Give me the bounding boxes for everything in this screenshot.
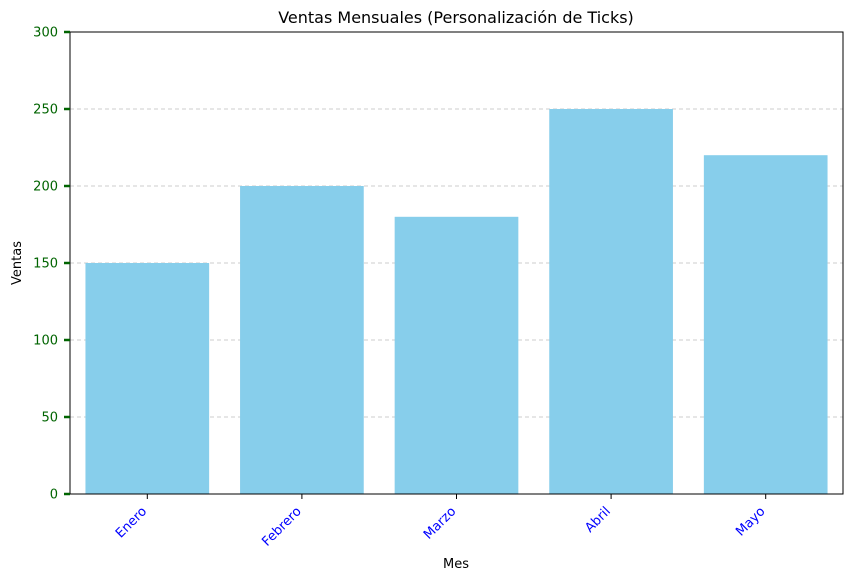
x-tick-label: Abril [582, 504, 614, 536]
x-tick-label: Marzo [421, 504, 459, 542]
y-axis-label: Ventas [10, 241, 25, 285]
x-tick-label: Febrero [259, 504, 304, 549]
bar-marzo [394, 216, 519, 495]
x-tick-label: Enero [113, 504, 150, 541]
bar-febrero [240, 186, 364, 494]
y-tick-label: 250 [33, 103, 58, 118]
bars [85, 109, 828, 495]
x-axis-label: Mes [443, 557, 469, 572]
y-tick-label: 200 [33, 180, 58, 195]
bar-abril [549, 109, 673, 494]
y-tick-label: 300 [33, 26, 58, 41]
x-ticks: Enero Febrero Marzo Abril Mayo [113, 494, 769, 550]
bar-enero [85, 263, 210, 494]
chart-title: Ventas Mensuales (Personalización de Tic… [278, 8, 634, 27]
bar-mayo [703, 155, 828, 494]
y-tick-label: 0 [50, 488, 58, 503]
y-tick-label: 100 [33, 334, 58, 349]
y-tick-label: 50 [41, 411, 58, 426]
y-tick-label: 150 [33, 257, 58, 272]
y-ticks: 0 50 100 150 200 250 300 [33, 26, 70, 503]
x-tick-label: Mayo [733, 504, 768, 539]
